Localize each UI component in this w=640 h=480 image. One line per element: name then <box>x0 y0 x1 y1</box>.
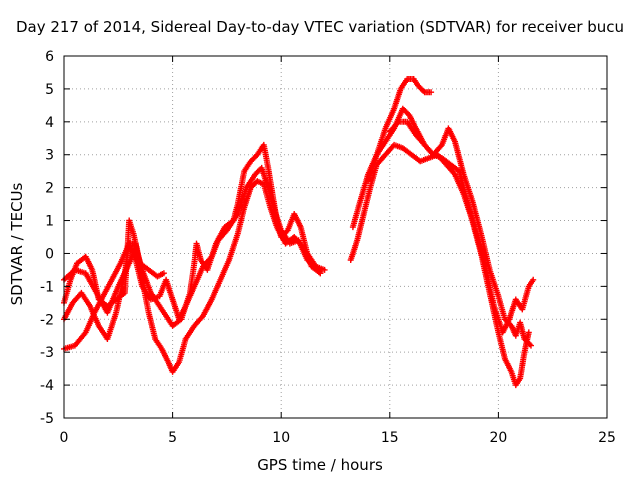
x-tick-label: 25 <box>598 430 616 446</box>
series-markers <box>347 141 532 389</box>
x-tick-label: 15 <box>381 430 399 446</box>
plot-frame <box>63 55 608 419</box>
series-markers <box>386 118 537 336</box>
y-tick-label: 4 <box>45 115 54 131</box>
series-track-5 <box>347 141 532 389</box>
y-tick-label: 5 <box>45 82 54 98</box>
series-track-8 <box>386 118 537 336</box>
y-tick-label: 2 <box>45 181 54 197</box>
y-tick-label: 6 <box>45 49 54 65</box>
series-markers <box>365 76 435 185</box>
y-tick-label: -4 <box>40 378 54 394</box>
y-tick-label: 3 <box>45 148 54 164</box>
x-tick-label: 0 <box>60 430 69 446</box>
data-series <box>61 76 537 389</box>
series-markers <box>349 105 534 349</box>
chart-title: Day 217 of 2014, Sidereal Day-to-day VTE… <box>15 18 625 36</box>
y-tick-label: -2 <box>40 312 54 328</box>
x-tick-label: 5 <box>168 430 177 446</box>
x-axis-label: GPS time / hours <box>257 456 383 474</box>
y-tick-label: -5 <box>40 411 54 427</box>
x-tick-label: 20 <box>489 430 507 446</box>
series-track-6 <box>349 105 534 349</box>
axis-ticks: 0 5 10 15 20 25 -5 -4 -3 -2 -1 0 1 2 3 4 5 6 <box>40 49 616 446</box>
y-tick-label: -1 <box>40 279 54 295</box>
y-tick-label: -3 <box>40 345 54 361</box>
x-tick-label: 10 <box>272 430 290 446</box>
series-track-7 <box>365 76 435 185</box>
y-tick-label: 1 <box>45 214 54 230</box>
y-tick-label: 0 <box>45 246 54 262</box>
